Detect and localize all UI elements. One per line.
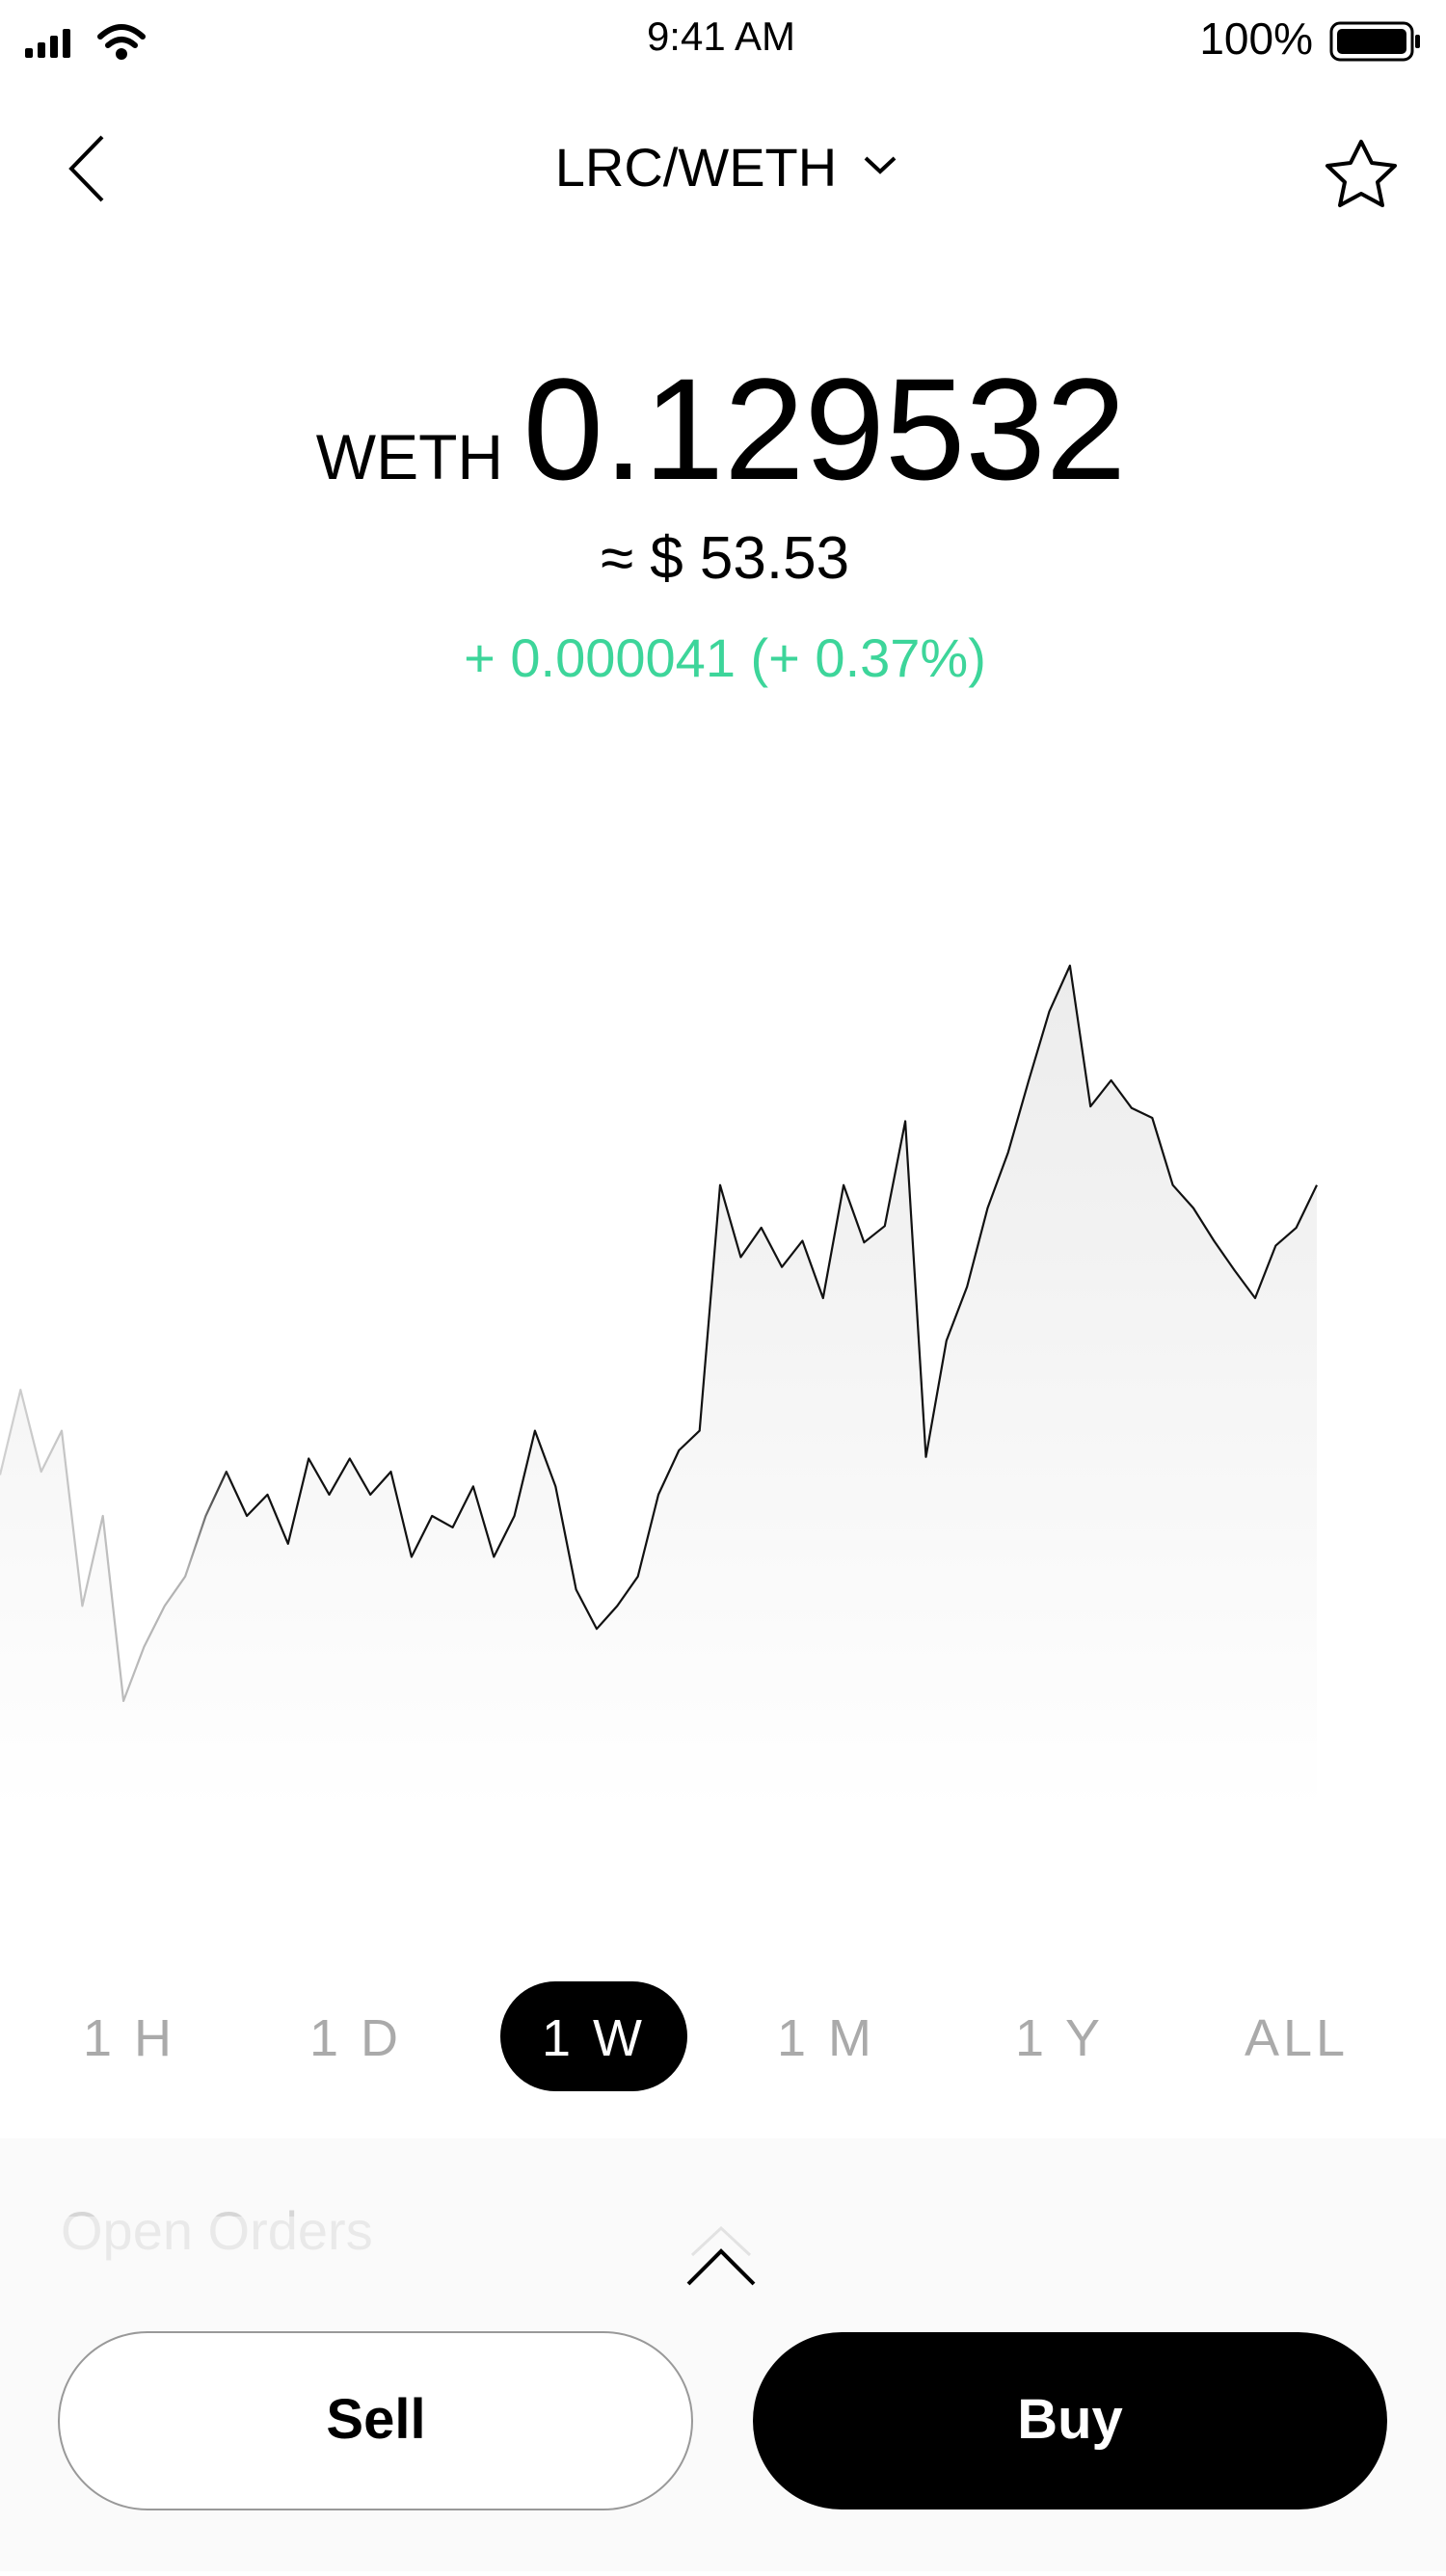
chart-area: [0, 966, 1317, 1812]
price-change: + 0.000041 (+ 0.37%): [464, 627, 986, 688]
buy-label[interactable]: Buy: [1017, 2388, 1123, 2451]
panel-fade: [0, 2217, 1446, 2274]
fiat-price: ≈ $ 53.53: [601, 525, 849, 592]
tab-label[interactable]: ALL: [1245, 2009, 1349, 2067]
battery-icon: [1329, 21, 1420, 62]
tab-label[interactable]: 1 Y: [1015, 2009, 1104, 2067]
tab-label[interactable]: 1 D: [309, 2009, 402, 2067]
pair-title[interactable]: LRC/WETH: [555, 137, 837, 198]
wifi-icon: [97, 24, 146, 60]
buy-button[interactable]: [753, 2332, 1387, 2510]
chevron-shadow: [690, 2225, 752, 2257]
status-time: 9:41 AM: [647, 13, 795, 59]
price-chart: [0, 964, 1318, 1812]
price-line: [0, 964, 1318, 1703]
back-button[interactable]: [68, 135, 104, 202]
favorite-star[interactable]: [1326, 140, 1397, 207]
tab-label[interactable]: 1 W: [542, 2009, 646, 2067]
sell-label[interactable]: Sell: [326, 2388, 425, 2451]
tab-label[interactable]: 1 M: [777, 2009, 875, 2067]
tab-label[interactable]: 1 H: [83, 2009, 175, 2067]
time-tabs: 1 H 1 D 1 W 1 M 1 Y ALL: [83, 1981, 1349, 2091]
signal-icon: [25, 29, 70, 58]
price-currency: WETH: [316, 421, 503, 492]
expand-chevron[interactable]: [686, 2248, 756, 2286]
price-value: 0.129532: [523, 348, 1127, 510]
price-line: WETH 0.129532: [316, 348, 1126, 510]
active-tab-pill: [500, 1981, 687, 2091]
sell-button[interactable]: [58, 2331, 693, 2510]
battery-percent: 100%: [1199, 13, 1313, 64]
pair-dropdown[interactable]: [864, 156, 897, 174]
